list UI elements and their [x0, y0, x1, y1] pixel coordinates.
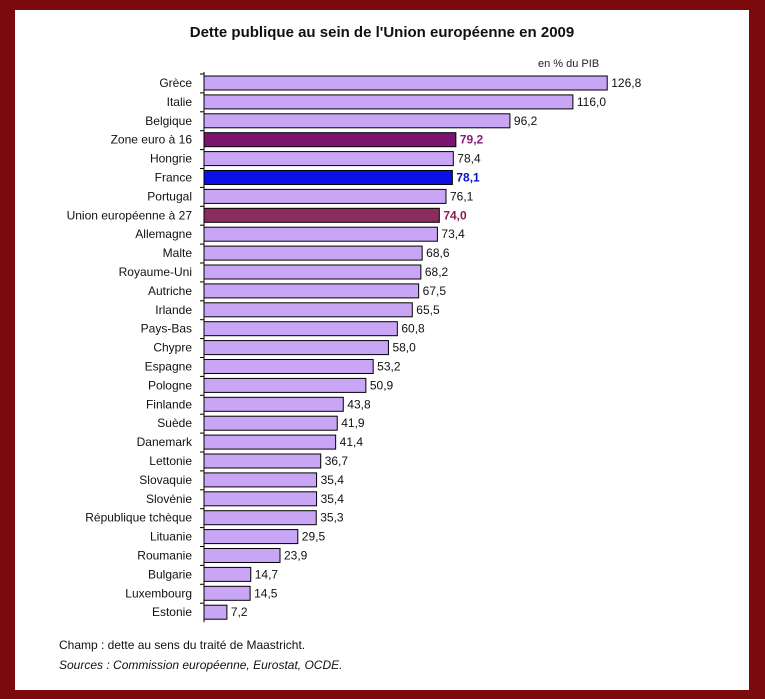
value-label: 68,2	[425, 265, 449, 279]
category-label: Finlande	[146, 397, 192, 411]
category-label: Autriche	[148, 284, 192, 298]
bar	[203, 604, 228, 620]
category-label: Slovénie	[146, 492, 192, 506]
value-label: 60,8	[401, 322, 425, 336]
category-label: Suède	[157, 416, 192, 430]
value-label: 126,8	[611, 76, 641, 90]
value-label: 76,1	[450, 189, 474, 203]
category-label: Espagne	[145, 360, 193, 374]
bar	[203, 340, 389, 356]
value-label: 74,0	[443, 208, 467, 222]
bar	[203, 226, 438, 242]
bar	[203, 377, 367, 393]
category-label: Lituanie	[150, 530, 192, 544]
bar	[203, 491, 318, 507]
category-label: Bulgarie	[148, 567, 192, 581]
bar	[203, 151, 454, 167]
category-label: Hongrie	[150, 152, 192, 166]
category-label: Chypre	[153, 341, 192, 355]
bar	[203, 245, 423, 261]
bar	[203, 453, 322, 469]
bar	[203, 585, 251, 601]
category-label: Estonie	[152, 605, 192, 619]
category-label: Lettonie	[149, 454, 192, 468]
value-label: 53,2	[377, 360, 401, 374]
bar	[203, 302, 413, 318]
category-label: Pays-Bas	[141, 322, 192, 336]
unit-label: en % du PIB	[538, 58, 600, 70]
bar	[203, 132, 457, 148]
bar	[203, 264, 422, 280]
bar	[203, 188, 447, 204]
chart-title: Dette publique au sein de l'Union europé…	[189, 24, 575, 41]
value-label: 116,0	[577, 95, 606, 109]
value-label: 50,9	[370, 378, 394, 392]
bar-chart: Grèce 126,8 Italie 116,0 Belgique 96,2 Zone eu…	[67, 72, 642, 623]
value-label: 41,9	[341, 416, 365, 430]
value-label: 36,7	[325, 454, 349, 468]
value-label: 78,4	[457, 152, 481, 166]
category-label: Zone euro à 16	[111, 133, 193, 147]
value-label: 96,2	[514, 114, 538, 128]
bar	[203, 359, 374, 374]
bar	[203, 434, 337, 450]
category-label: Portugal	[147, 189, 192, 203]
category-label: Italie	[167, 95, 193, 109]
value-label: 41,4	[340, 435, 364, 449]
category-label: Malte	[163, 246, 193, 260]
value-label: 14,7	[255, 567, 279, 581]
category-label: Slovaquie	[139, 473, 192, 487]
category-label: Luxembourg	[125, 586, 192, 600]
category-label: Pologne	[148, 378, 192, 392]
bar	[203, 529, 299, 545]
value-label: 73,4	[441, 227, 465, 241]
bar	[203, 472, 318, 488]
value-label: 29,5	[302, 530, 326, 544]
bar	[203, 94, 574, 110]
value-label: 35,4	[321, 492, 345, 506]
chart-frame: Dette publique au sein de l'Union europé…	[15, 10, 749, 690]
value-label: 43,8	[347, 397, 371, 411]
category-label: Belgique	[145, 114, 192, 128]
bar	[203, 283, 420, 299]
footnote-scope: Champ : dette au sens du traité de Maast…	[59, 638, 306, 652]
value-label: 7,2	[231, 605, 248, 619]
bar	[203, 113, 511, 129]
category-label: Royaume-Uni	[119, 265, 192, 279]
bar	[203, 207, 440, 223]
value-label: 14,5	[254, 586, 278, 600]
bar	[203, 510, 317, 526]
category-label: République tchèque	[85, 511, 192, 525]
value-label: 35,4	[321, 473, 345, 487]
bar	[203, 415, 338, 431]
category-label: Union européenne à 27	[67, 208, 193, 222]
category-label: France	[155, 171, 193, 185]
category-label: Irlande	[155, 303, 192, 317]
category-label: Danemark	[137, 435, 193, 449]
value-label: 68,6	[426, 246, 450, 260]
bar	[203, 566, 252, 582]
value-label: 65,5	[416, 303, 440, 317]
value-label: 67,5	[423, 284, 447, 298]
bar	[203, 321, 398, 337]
category-label: Roumanie	[137, 549, 192, 563]
bar	[203, 75, 608, 91]
value-label: 58,0	[392, 341, 416, 355]
value-label: 35,3	[320, 511, 344, 525]
bar	[203, 548, 281, 563]
footnote-sources: Sources : Commission européenne, Eurosta…	[59, 658, 343, 672]
category-label: Allemagne	[135, 227, 192, 241]
value-label: 79,2	[460, 133, 484, 147]
bar	[203, 170, 453, 185]
value-label: 23,9	[284, 549, 308, 563]
bar	[203, 396, 344, 412]
value-label: 78,1	[456, 171, 480, 185]
category-label: Grèce	[159, 76, 192, 90]
